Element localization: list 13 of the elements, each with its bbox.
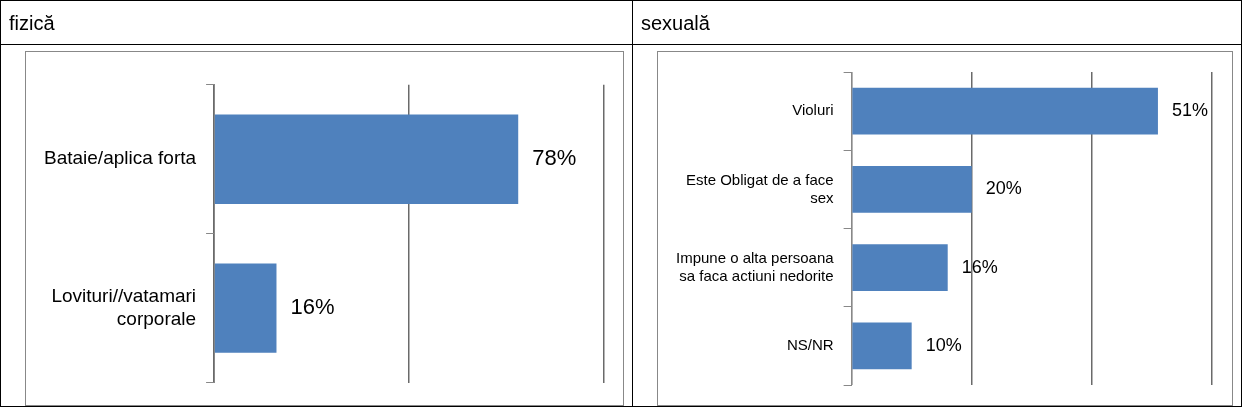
- data-label: 51%: [1171, 100, 1208, 121]
- y-tick-label: Impune o alta persoana sa faca actiuni nedorite: [675, 248, 835, 284]
- data-label: 78%: [532, 145, 577, 171]
- y-tick-label: Violuri: [792, 101, 834, 119]
- data-label: 10%: [925, 334, 962, 355]
- y-tick-label: NS/NR: [786, 336, 834, 354]
- y-tick-label: Bataie/aplica forta: [44, 147, 197, 169]
- text: fizică: [1, 1, 632, 45]
- y-tick-label: Lovituri//vatamari corporale: [51, 284, 197, 329]
- data-label: 16%: [290, 294, 335, 320]
- text: sexuală: [633, 1, 1241, 45]
- y-tick-label: Este Obligat de a face sex: [686, 170, 835, 206]
- data-label: 20%: [985, 178, 1022, 199]
